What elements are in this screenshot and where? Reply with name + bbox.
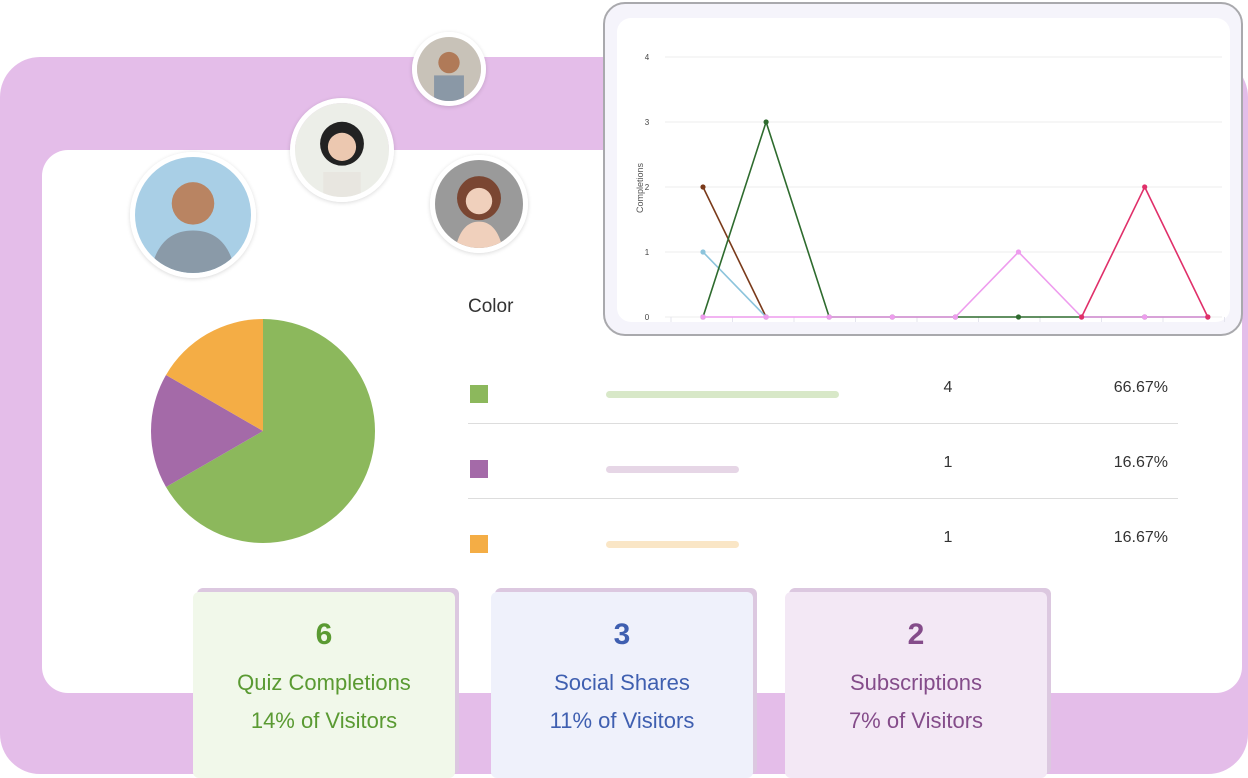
data-point[interactable] xyxy=(700,249,706,255)
line-chart: Completions 0 1 2 3 4 xyxy=(635,53,1225,322)
stat-subtext: 7% of Visitors xyxy=(848,708,984,733)
legend-row: 1 16.67% xyxy=(468,505,1178,580)
data-point[interactable] xyxy=(1205,314,1211,320)
series-line xyxy=(702,186,767,318)
share-bar xyxy=(606,466,739,473)
stat-label: Social Shares xyxy=(554,670,690,695)
line-chart-area xyxy=(617,18,1230,322)
percent: 16.67% xyxy=(1113,529,1168,546)
y-tick-label: 1 xyxy=(645,248,650,257)
pie-slice xyxy=(166,319,263,431)
y-tick-label: 4 xyxy=(645,53,650,62)
avatar xyxy=(290,98,394,202)
data-point[interactable] xyxy=(1142,314,1148,320)
y-tick-label: 2 xyxy=(645,183,650,192)
stat-value: 6 xyxy=(315,618,333,651)
series-line xyxy=(702,251,767,318)
row-divider xyxy=(468,498,1178,499)
stat-subtext: 11% of Visitors xyxy=(549,708,695,733)
legend-row: 1 16.67% xyxy=(468,430,1178,505)
pie-slice xyxy=(166,319,375,543)
data-point[interactable] xyxy=(1079,314,1085,320)
y-axis-label: Completions xyxy=(635,162,645,213)
stat-card: 3 Social Shares 11% of Visitors xyxy=(491,592,753,778)
data-point[interactable] xyxy=(700,314,706,320)
data-point[interactable] xyxy=(1015,314,1022,320)
avatar xyxy=(412,32,486,106)
row-divider xyxy=(468,423,1178,424)
pie-chart xyxy=(151,319,375,543)
stat-value: 2 xyxy=(907,618,925,651)
data-point[interactable] xyxy=(826,314,832,320)
color-swatch xyxy=(470,385,488,403)
share-bar xyxy=(606,541,739,548)
pie-slice xyxy=(151,375,263,487)
series-line xyxy=(702,119,1208,318)
y-tick-label: 0 xyxy=(645,313,650,322)
data-point[interactable] xyxy=(763,314,769,320)
data-point[interactable] xyxy=(1015,249,1022,255)
count: 1 xyxy=(943,454,953,471)
color-swatch xyxy=(470,535,488,553)
stat-label: Quiz Completions xyxy=(237,670,411,695)
color-column-header: Color xyxy=(468,296,514,317)
stat-card: 6 Quiz Completions 14% of Visitors xyxy=(193,592,455,778)
stat-value: 3 xyxy=(613,618,631,651)
stat-card: 2 Subscriptions 7% of Visitors xyxy=(785,592,1047,778)
stat-subtext: 14% of Visitors xyxy=(250,708,398,733)
percent: 66.67% xyxy=(1113,379,1168,396)
count: 4 xyxy=(943,379,953,396)
y-tick-label: 3 xyxy=(645,118,650,127)
color-swatch xyxy=(470,460,488,478)
series-line xyxy=(703,250,1208,318)
legend-row: 4 66.67% xyxy=(468,355,1178,430)
data-point[interactable] xyxy=(889,314,895,320)
avatar xyxy=(430,155,528,253)
data-point[interactable] xyxy=(763,119,769,125)
data-point[interactable] xyxy=(1142,184,1148,190)
data-point[interactable] xyxy=(700,184,706,190)
avatar xyxy=(130,152,256,278)
data-point[interactable] xyxy=(952,314,958,320)
share-bar xyxy=(606,391,839,398)
count: 1 xyxy=(943,529,953,546)
percent: 16.67% xyxy=(1113,454,1168,471)
stat-label: Subscriptions xyxy=(849,670,983,695)
